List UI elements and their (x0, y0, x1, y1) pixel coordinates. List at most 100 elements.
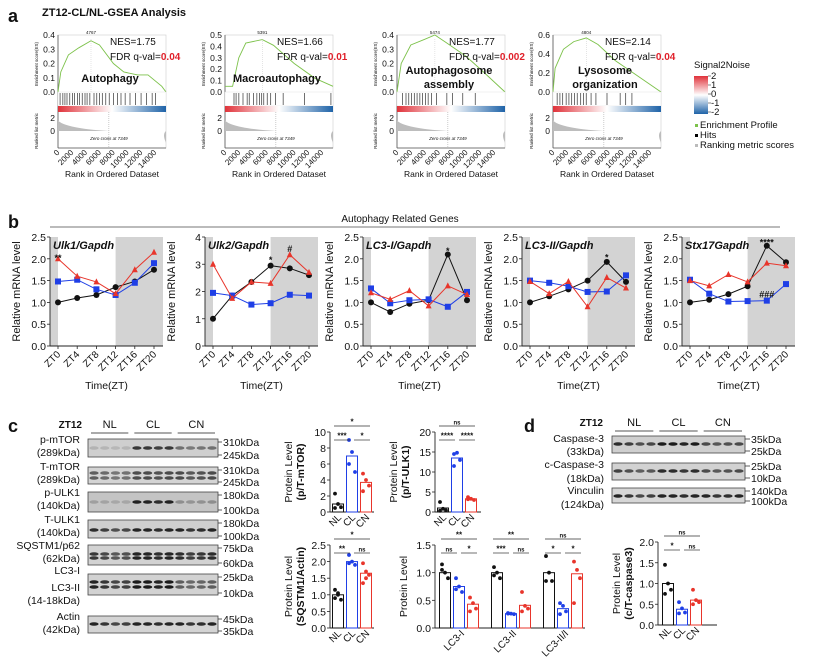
data-point (468, 595, 472, 600)
protein-band (100, 500, 110, 504)
y-tick-label: 2.5 (503, 232, 518, 244)
dark-phase-shade (522, 237, 530, 346)
data-point (527, 299, 533, 306)
scale-tick-label: 1 (711, 80, 716, 91)
protein-band (175, 622, 185, 626)
protein-band (121, 500, 131, 504)
kda-marker: 25kDa (751, 461, 782, 473)
hits-track (224, 91, 334, 107)
metric-tick-label: 2 (217, 113, 222, 123)
hits-track (57, 91, 167, 107)
significance-label: ns (688, 545, 696, 551)
protein-band (100, 580, 110, 584)
protein-band (153, 622, 163, 626)
fdr-value: 0.04 (656, 52, 676, 63)
kda-marker: 10kDa (751, 473, 782, 485)
protein-band (143, 556, 153, 560)
x-axis-label: Time(ZT) (717, 380, 760, 392)
y-tick-label: 2.5 (344, 232, 359, 244)
protein-band (121, 585, 131, 589)
metric-axis-label: Ranked list metric (373, 112, 378, 149)
y-tick-label: 0 (195, 341, 201, 353)
data-point (763, 242, 770, 249)
protein-band (657, 442, 667, 446)
metric-tick-label: 2 (545, 113, 550, 123)
data-point (527, 277, 533, 284)
data-point (112, 284, 119, 291)
y-tick-label: 0.0 (503, 341, 518, 353)
data-point (744, 298, 751, 305)
legend-title: Signal2Noise (694, 60, 750, 71)
blot-row-label: (18kDa) (567, 473, 604, 485)
y-tick-label: 1.5 (663, 276, 678, 288)
data-point (677, 611, 681, 616)
series-line (529, 274, 627, 293)
blot-row-label: LC3-II (51, 582, 80, 594)
significance-annotation: ** (54, 253, 62, 263)
panel-label-d: d (524, 416, 535, 436)
protein-band (100, 446, 110, 450)
y-tick-label: 4 (320, 475, 326, 487)
y-tick-label: 1.0 (503, 297, 518, 309)
data-point (572, 601, 576, 605)
data-point (438, 508, 442, 513)
enrichment-curve (552, 37, 662, 93)
data-point (131, 266, 138, 273)
data-point (267, 279, 274, 286)
x-tick-label: ZT20 (290, 349, 315, 374)
x-tick-label: ZT12 (96, 349, 121, 374)
protein-band (153, 552, 163, 556)
protein-band (89, 476, 99, 480)
y-axis-label: Relative mRNA level (324, 241, 336, 341)
fdr-label: FDR q-val=0.002 (449, 52, 525, 63)
data-point (364, 569, 368, 574)
protein-band (89, 622, 99, 626)
data-point (578, 576, 582, 581)
data-point (55, 278, 61, 285)
gsea-plot: 0.4 0.3 0.2 0.1 0.0 Enrichment score(ES) 4767 N… (34, 30, 181, 179)
data-point (623, 272, 629, 279)
y-tick-label: 0.3 (43, 44, 55, 54)
protein-band (153, 580, 163, 584)
significance-label: * (670, 542, 674, 551)
data-point (339, 597, 343, 602)
data-point (783, 262, 789, 269)
protein-band (734, 442, 744, 446)
significance-annotation: ### (759, 290, 774, 300)
y-tick-label: 1.5 (503, 276, 518, 288)
protein-band (121, 580, 131, 584)
data-point (492, 573, 496, 578)
significance-label: ns (678, 531, 686, 537)
y-tick-label: 2 (320, 491, 326, 503)
protein-band (185, 500, 196, 504)
protein-band (143, 552, 153, 556)
data-point (286, 251, 293, 258)
gene-set-name: Macroautophagy (233, 73, 322, 85)
x-tick-label: LC3-II (492, 628, 519, 655)
series-line (689, 279, 787, 303)
signal2noise-bar (225, 106, 333, 112)
x-axis-label: Rank in Ordered Dataset (65, 169, 160, 179)
protein-band (668, 469, 678, 473)
y-tick-label: 1 (195, 314, 201, 326)
data-point (744, 278, 751, 285)
enrichment-curve (57, 40, 167, 93)
data-point (783, 281, 789, 288)
protein-band (701, 469, 711, 473)
data-point (333, 506, 337, 510)
data-point (454, 587, 458, 592)
nes-label: NES=1.77 (449, 37, 495, 48)
data-point (687, 277, 693, 284)
protein-band (121, 476, 131, 480)
data-point (452, 452, 456, 456)
y-axis-label: (SQSTM1/Actin) (295, 547, 307, 626)
kda-marker: 310kDa (223, 437, 259, 449)
data-point (333, 596, 337, 601)
significance-label: * (350, 418, 354, 427)
protein-band (196, 622, 206, 626)
protein-band (89, 528, 99, 532)
data-point (683, 610, 687, 615)
y-axis-label: (p/T-ULK1) (400, 445, 412, 498)
data-point (520, 590, 524, 594)
